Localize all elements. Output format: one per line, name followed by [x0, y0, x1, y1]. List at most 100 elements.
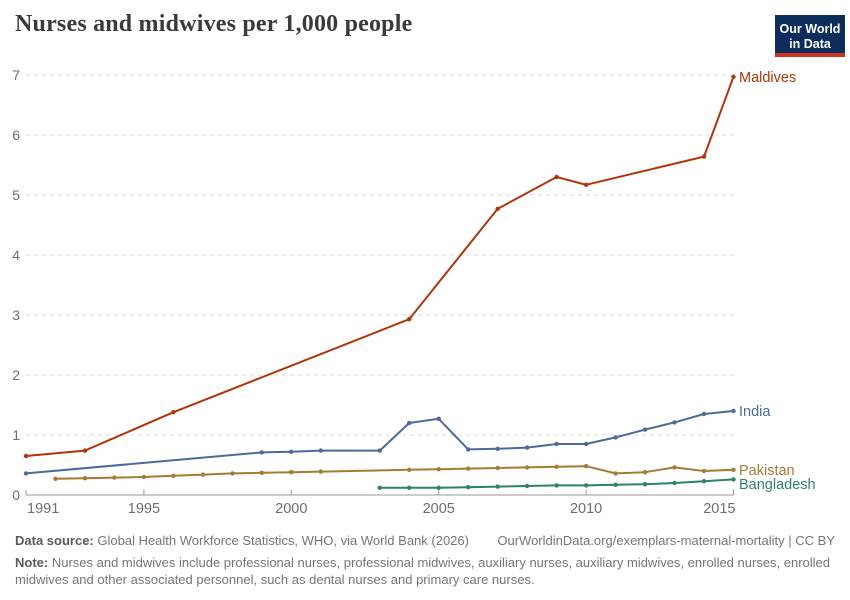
data-point-maldives [495, 206, 500, 211]
data-point-india [377, 448, 382, 453]
data-point-bangladesh [701, 479, 707, 484]
data-point-india [318, 448, 323, 453]
data-point-pakistan [289, 470, 294, 475]
y-tick-label-5: 5 [12, 187, 20, 203]
data-point-pakistan [141, 474, 147, 480]
data-source-label: Data source: [15, 533, 94, 548]
data-point-pakistan [436, 467, 441, 472]
y-tick-label-7: 7 [12, 67, 20, 83]
data-point-pakistan [230, 471, 235, 476]
data-point-india [554, 441, 559, 447]
data-point-india [672, 420, 677, 425]
license-text: CC BY [795, 533, 835, 548]
y-tick-label-2: 2 [12, 367, 20, 383]
data-point-maldives [82, 448, 88, 453]
data-point-pakistan [82, 476, 88, 481]
chart-svg: 0 1 2 3 4 5 6 7 1991 1995 2000 2005 2010 2015 Maldives… [12, 67, 816, 517]
series-line-india [25, 410, 735, 475]
data-point-bangladesh [436, 485, 441, 490]
data-point-bangladesh [583, 483, 589, 488]
attribution-separator: | [784, 533, 796, 548]
data-point-bangladesh [377, 485, 382, 490]
data-point-india [524, 445, 530, 450]
data-point-india [466, 447, 471, 452]
data-point-pakistan [701, 468, 707, 474]
data-point-india [642, 427, 648, 432]
data-point-bangladesh [407, 485, 412, 490]
data-point-pakistan [731, 467, 736, 472]
data-point-maldives [554, 174, 559, 180]
y-tick-label-6: 6 [12, 127, 20, 143]
data-point-pakistan [200, 472, 206, 477]
series-label-pakistan: Pakistan [739, 463, 795, 479]
data-point-bangladesh [731, 477, 736, 482]
data-point-pakistan [466, 466, 471, 471]
data-point-pakistan [112, 475, 117, 480]
series-line-pakistan [54, 465, 735, 480]
data-point-pakistan [554, 464, 559, 469]
data-point-pakistan [171, 473, 176, 478]
data-point-maldives [583, 182, 589, 187]
data-point-india [701, 411, 707, 417]
note-text: Nurses and midwives include professional… [15, 555, 831, 588]
data-point-india [436, 416, 441, 421]
data-point-india [731, 408, 736, 414]
source-row: Data source: Global Health Workforce Sta… [15, 532, 835, 549]
owid-logo-line1: Our World [779, 22, 841, 36]
data-point-bangladesh [466, 485, 471, 490]
data-point-pakistan [672, 465, 677, 470]
data-point-india [613, 435, 618, 440]
x-tick-label-2005: 2005 [423, 501, 455, 517]
data-point-bangladesh [672, 480, 677, 486]
series-label-bangladesh: Bangladesh [739, 477, 816, 493]
data-source-line: Data source: Global Health Workforce Sta… [15, 532, 469, 549]
note-label: Note: [15, 555, 49, 571]
data-point-india [259, 450, 264, 455]
data-point-bangladesh [554, 483, 559, 488]
data-source-text: Global Health Workforce Statistics, WHO,… [97, 533, 469, 548]
data-point-pakistan [53, 476, 58, 481]
owid-url-link[interactable]: OurWorldinData.org/exemplars-maternal-mo… [497, 533, 785, 548]
data-point-pakistan [259, 470, 264, 475]
data-point-pakistan [613, 471, 618, 476]
data-point-bangladesh [613, 482, 618, 487]
x-tick-label-2010: 2010 [570, 501, 602, 517]
data-point-maldives [701, 154, 707, 159]
footer: Data source: Global Health Workforce Sta… [15, 532, 835, 588]
data-point-maldives [407, 317, 412, 322]
data-point-pakistan [407, 467, 412, 472]
series-label-india: India [739, 404, 771, 420]
data-point-maldives [23, 453, 29, 459]
attribution-line: OurWorldinData.org/exemplars-maternal-mo… [497, 532, 835, 549]
data-point-pakistan [583, 464, 589, 469]
data-point-india [23, 471, 29, 476]
x-tick-label-1995: 1995 [128, 501, 160, 517]
series-label-maldives: Maldives [739, 70, 796, 86]
data-point-india [583, 441, 589, 447]
y-tick-label-3: 3 [12, 307, 20, 323]
data-point-pakistan [524, 465, 530, 470]
data-point-india [289, 449, 294, 454]
y-tick-label-4: 4 [12, 247, 20, 263]
data-point-pakistan [642, 470, 648, 475]
data-point-bangladesh [524, 483, 530, 489]
data-point-maldives [171, 410, 176, 415]
data-point-pakistan [495, 465, 500, 471]
x-tick-label-2000: 2000 [275, 501, 307, 517]
data-point-bangladesh [495, 484, 500, 489]
data-point-pakistan [318, 469, 323, 474]
data-point-india [407, 420, 412, 426]
y-tick-label-1: 1 [12, 427, 20, 443]
x-tick-label-1991: 1991 [27, 501, 59, 517]
y-tick-label-0: 0 [12, 487, 20, 503]
note-line: Note: Nurses and midwives include profes… [15, 554, 835, 588]
owid-logo: Our World in Data [775, 15, 845, 57]
owid-logo-line2: in Data [789, 36, 831, 51]
series-line-maldives [25, 75, 735, 457]
data-point-bangladesh [642, 482, 648, 487]
page-title: Nurses and midwives per 1,000 people [15, 11, 413, 37]
data-point-maldives [731, 74, 736, 79]
x-tick-label-2015: 2015 [703, 501, 735, 517]
data-point-india [495, 446, 500, 451]
